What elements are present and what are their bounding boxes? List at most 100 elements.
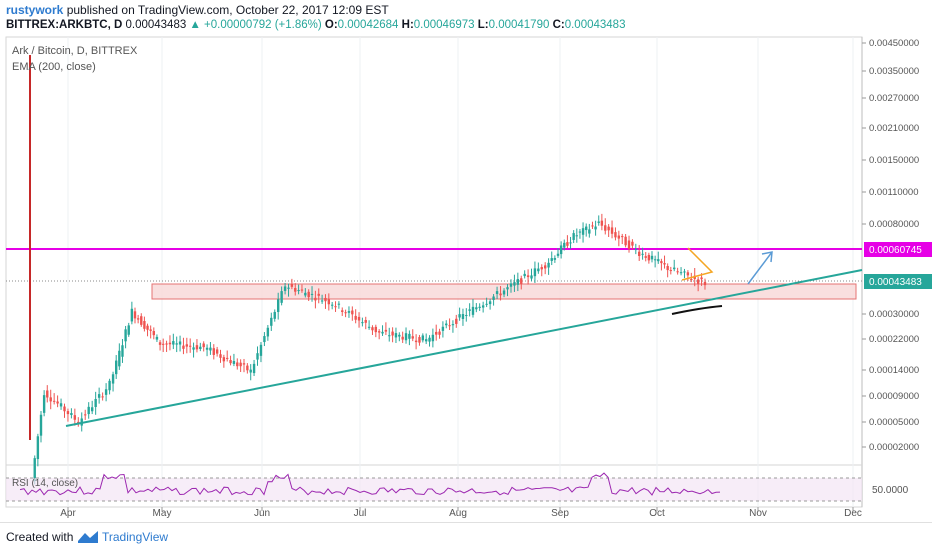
candle-body [140,316,143,325]
candle-body [182,345,185,349]
candle-body [70,413,73,415]
time-tick-label: Nov [749,508,767,519]
candle-body [411,336,414,339]
candle-body [585,226,588,231]
candle-body [127,325,130,335]
publish-line: rustywork published on TradingView.com, … [6,3,389,17]
candle-body [42,395,46,413]
last-price-badge-text: 0.00043483 [869,277,922,288]
candle-body [143,321,146,329]
grid [67,37,854,507]
candle-body [431,334,435,342]
time-tick-label: Aug [449,508,467,519]
candle-body [666,266,669,271]
candle-body [133,311,137,319]
candle-body [614,232,617,238]
candle-body [607,226,610,231]
candle-body [559,245,563,255]
candle-body [627,240,631,249]
legend-title[interactable]: Ark / Bitcoin, D, BITTREX [12,45,138,57]
candle-body [367,326,371,328]
candle-body [634,249,638,251]
candle-body [495,291,499,295]
candle-body [263,336,266,343]
candle-body [294,288,297,292]
candle-body [121,345,124,357]
candle-body [594,226,597,230]
ohlc-line: BITTREX:ARKBTC, D 0.00043483 ▲ +0.000007… [6,19,625,31]
candle-body [36,436,40,460]
triangle-pattern[interactable] [681,247,714,281]
rsi-line [19,472,721,496]
price-axis[interactable]: 0.00450000 0.00350000 0.00270000 0.00210000… [862,38,919,453]
price-chart[interactable]: 0.00450000 0.00350000 0.00270000 0.00210000… [0,0,932,520]
candle-body [686,272,690,276]
candle-body [136,318,140,320]
chart-header: rustywork published on TradingView.com, … [0,0,932,36]
candle-body [526,275,530,278]
author-link[interactable]: rustywork [6,3,64,17]
candle-body [485,303,488,305]
candle-body [388,335,391,337]
candle-body [259,344,263,356]
candle-body [591,225,594,227]
trend-line[interactable] [65,269,863,427]
candle-body [146,325,149,330]
candle-body [172,341,175,345]
legend-ema[interactable]: EMA (200, close) [12,61,96,73]
candle-body [492,296,495,300]
time-axis[interactable]: Apr May Jun Jul Aug Sep Oct Nov Dec [60,507,862,519]
forecast-arrow[interactable] [747,251,773,285]
candle-body [650,255,654,260]
candle-body [46,390,49,398]
candle-body [653,259,657,261]
candle-body [371,327,374,331]
time-tick-label: May [153,508,172,519]
candle-body [471,306,475,315]
candle-body [124,329,127,342]
close-value: 0.00043483 [564,19,626,31]
rsi-label[interactable]: RSI (14, close) [12,478,78,489]
candle-body [87,406,90,415]
candle-body [404,333,408,341]
tradingview-link[interactable]: TradingView [102,530,169,544]
price-change: ▲ +0.00000792 (+1.86%) [189,19,322,31]
candle-body [617,235,621,239]
candle-body [280,291,283,303]
candle-body [566,242,569,246]
resistance-badge-text: 0.00060745 [869,245,922,256]
candle-body [111,374,115,384]
candle-body [165,343,168,345]
drawn-line[interactable] [671,305,723,315]
candle-body [638,251,641,256]
time-tick-label: Jul [354,508,367,519]
last-price: 0.00043483 [125,19,187,31]
candle-body [502,290,506,295]
candle-body [300,289,304,291]
candle-body [669,270,672,272]
candle-body [537,268,540,272]
candle-body [461,314,465,320]
candle-body [256,353,259,360]
time-tick-label: Dec [844,508,862,519]
chart-frame [5,36,863,508]
candle-body [33,458,36,481]
candle-body [59,403,63,407]
candle-body [676,271,679,273]
candle-body [553,258,557,260]
candle-body [624,236,627,246]
candle-body [600,220,604,226]
price-tick-label: 0.00022000 [869,334,919,345]
candle-body [556,253,560,256]
candle-body [347,311,351,313]
footer: Created with TradingView [0,522,932,551]
candle-body [679,272,683,274]
candle-body [481,305,485,308]
candle-body [499,293,502,296]
candle-body [283,286,287,291]
candle-body [202,343,205,348]
high-value: 0.00046973 [413,19,475,31]
price-tick-label: 0.00350000 [869,66,919,77]
candle-body [475,307,478,310]
candle-body [540,267,543,270]
